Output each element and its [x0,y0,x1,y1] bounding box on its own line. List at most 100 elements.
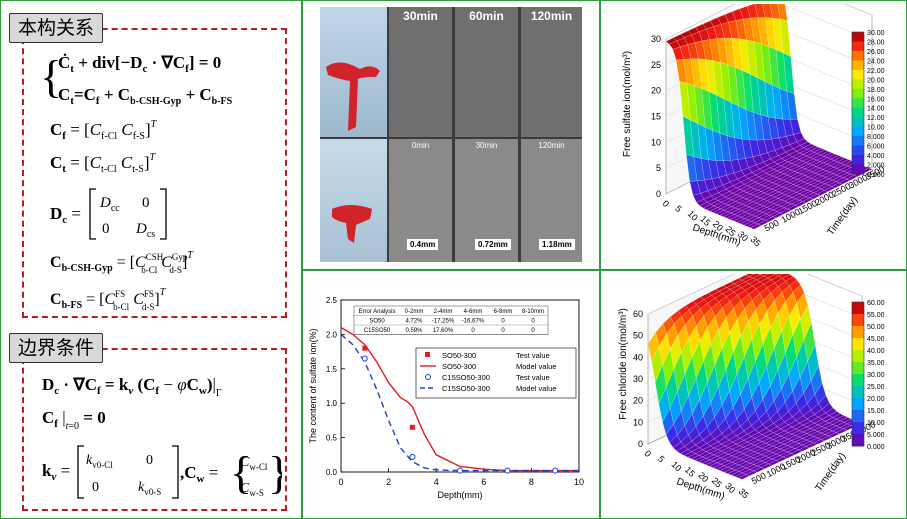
surface-patch [751,323,764,362]
surface-patch [729,215,742,222]
surface-patch [716,203,729,210]
surface-patch [783,446,796,453]
error-table-cell: 4-6mm [464,309,483,315]
surface-patch [752,274,765,281]
surface-patch [691,434,704,446]
colorbar-tick-label: 22.00 [867,68,885,75]
surface-patch [792,318,805,358]
surface-patch [775,443,789,450]
surface-patch [745,470,758,477]
surface-patch [703,402,715,428]
surface-patch [799,418,811,426]
colorbar-band [852,434,864,447]
x-tick-label: 20 [711,219,725,233]
svg-text:Ct = [Ct-Cl Ct-S]T: Ct = [Ct-Cl Ct-S]T [50,152,157,175]
surface-patch [719,466,732,473]
svg-text:0: 0 [142,195,150,211]
svg-text:Dcs: Dcs [135,221,155,240]
surface-patch [725,291,738,302]
surface-patch [792,180,805,187]
surface-patch [775,456,788,463]
z-tick-label: 10 [633,417,643,427]
surface-patch [745,108,757,141]
surface-patch [776,166,789,173]
legend-box [415,347,577,399]
surface-patch [731,195,744,202]
surface-patch [744,277,757,284]
surface-patch [732,8,744,21]
surface-patch [694,456,707,463]
surface-patch [760,463,773,470]
surface-patch [763,195,776,202]
x-tick-label: 20 [696,470,710,484]
x-tick-label: 30 [723,481,737,495]
x-tick-label: 15 [698,214,712,228]
surface-patch [688,377,700,415]
surface-patch [725,307,738,333]
surface-patch [737,274,750,281]
surface-patch [736,175,749,183]
colorbar-band [852,60,864,71]
surface-patch [806,185,819,192]
surface-patch [769,163,782,170]
surface-patch [723,461,736,468]
surface-patch [753,191,765,197]
z-tick-label: 0 [656,189,661,199]
surface-patch [685,300,697,310]
surface-patch [738,198,751,205]
colorbar-tick-label: 50.00 [867,324,885,331]
surface-patch [718,369,730,407]
colorbar-tick-label: 20.00 [867,77,885,84]
x-tick-label: 10 [669,459,683,473]
relations-box [22,28,287,318]
surface-patch [776,430,789,437]
surface-patch [698,458,711,464]
surface-patch [803,321,816,363]
surface-patch [723,468,736,474]
surface-patch [836,164,849,171]
micro-image-bottom-1: 0min 0.4mm [389,139,452,262]
images-panel [302,0,600,270]
surface-patch [743,180,756,187]
surface-patch [705,461,718,467]
surface-patch [726,283,739,290]
equation-dc: Dc = Dcc 0 0 Dcs [50,185,200,248]
surface-patch [696,198,708,207]
colorbar-band [852,374,864,387]
surface-patch [762,418,774,429]
micro-image-top-1: 30min [389,7,452,137]
error-table-cell: 0 [471,328,475,334]
surface-patch [723,206,736,212]
surface-patch [699,326,712,362]
micro-image-bottom-2: 30min 0.72mm [455,139,518,262]
svg-text:Cf = [Cf-Cl Cf-S]T: Cf = [Cf-Cl Cf-S]T [50,119,158,142]
x-tick-label: 25 [710,475,724,489]
colorbar-tick-label: 2.000 [867,163,885,170]
colorbar-band [852,302,864,315]
surface-patch [744,172,756,179]
z-tick-label: 20 [633,396,643,406]
surface-patch [701,459,714,466]
surface-patch [712,463,725,470]
surface-patch [776,200,789,207]
surface-patch [703,195,715,203]
x-tick-label: 0 [338,477,343,487]
surface-patch [717,14,729,25]
surface-patch [820,429,833,435]
surface-patch [708,159,720,180]
legend-series-name: SO50-300 [442,351,476,360]
colorbar-tick-label: 20.00 [867,396,885,403]
surface-patch [748,164,760,173]
surface-patch [814,408,826,418]
colorbar-tick-label: 25.00 [867,384,885,391]
surface-patch [806,422,819,429]
surface-patch [728,20,740,39]
x-tick-label: 0 [661,198,672,209]
legend-marker-circle [425,374,431,380]
colorbar-tick-label: 35.00 [867,360,885,367]
y-axis-title: The content of sulfate ion(%) [308,328,318,443]
error-table-cell: 0 [501,328,505,334]
specimen-photo-top [320,7,387,137]
